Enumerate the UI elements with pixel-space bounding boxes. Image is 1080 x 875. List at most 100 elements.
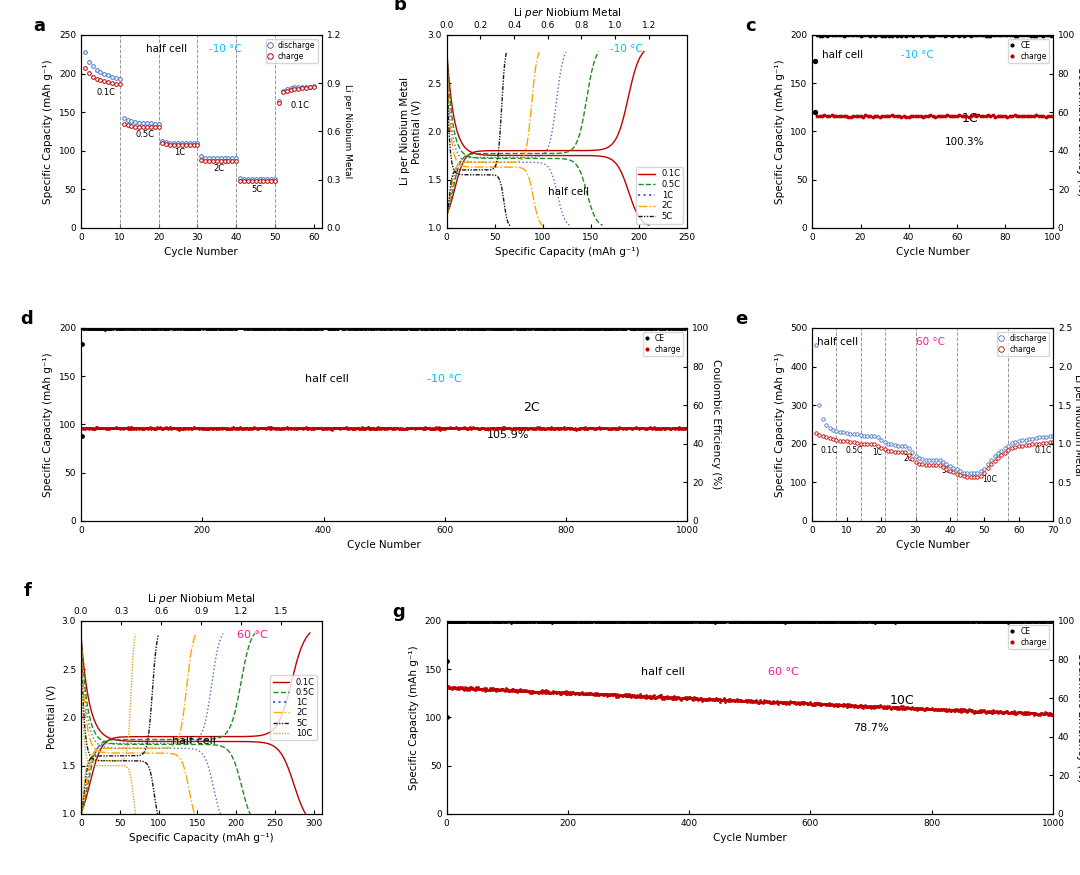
Point bbox=[170, 321, 187, 335]
Point bbox=[530, 322, 548, 336]
Point bbox=[908, 615, 926, 629]
Point bbox=[810, 615, 827, 629]
Point bbox=[267, 421, 284, 435]
Point bbox=[449, 421, 467, 435]
Point bbox=[163, 422, 180, 436]
Point bbox=[710, 692, 727, 706]
Point bbox=[887, 700, 904, 714]
Point bbox=[510, 322, 527, 336]
Point bbox=[222, 322, 240, 336]
Point bbox=[568, 321, 585, 335]
Point bbox=[672, 615, 689, 629]
Point bbox=[283, 421, 300, 435]
Point bbox=[737, 614, 754, 628]
Point bbox=[676, 322, 693, 336]
Point bbox=[516, 615, 534, 629]
Point bbox=[708, 692, 726, 706]
Point bbox=[592, 421, 609, 435]
Point bbox=[633, 615, 650, 629]
Point bbox=[786, 614, 804, 628]
Point bbox=[80, 421, 97, 435]
Point bbox=[957, 704, 974, 717]
Point bbox=[583, 614, 600, 628]
Point bbox=[185, 138, 202, 152]
Point bbox=[831, 697, 848, 711]
Point bbox=[821, 431, 838, 445]
Point bbox=[943, 615, 960, 629]
Point bbox=[694, 614, 712, 628]
Point bbox=[417, 322, 434, 336]
Point bbox=[917, 453, 934, 467]
Point bbox=[681, 691, 699, 705]
Point bbox=[76, 421, 93, 435]
Point bbox=[616, 615, 633, 629]
Point bbox=[163, 421, 180, 435]
Point bbox=[468, 615, 485, 629]
Point bbox=[348, 421, 365, 435]
Point bbox=[558, 421, 576, 435]
Point bbox=[939, 108, 956, 123]
Point bbox=[805, 614, 822, 628]
Point bbox=[219, 322, 237, 336]
Point bbox=[376, 422, 393, 436]
Point bbox=[447, 681, 464, 695]
Point bbox=[611, 688, 629, 702]
Point bbox=[901, 614, 918, 628]
Point bbox=[861, 699, 878, 713]
Point bbox=[435, 421, 453, 435]
Point bbox=[893, 615, 910, 629]
Point bbox=[648, 422, 665, 436]
Point bbox=[96, 74, 113, 88]
Point bbox=[976, 614, 994, 628]
Point bbox=[627, 321, 645, 335]
Point bbox=[910, 615, 928, 629]
Point bbox=[931, 614, 948, 628]
Point bbox=[121, 422, 138, 436]
Point bbox=[829, 698, 847, 712]
Point bbox=[249, 322, 267, 336]
Point bbox=[683, 614, 700, 628]
Point bbox=[521, 422, 538, 436]
Point bbox=[963, 614, 981, 628]
Point bbox=[582, 421, 599, 435]
Point bbox=[941, 28, 958, 42]
Point bbox=[306, 80, 323, 94]
Point bbox=[362, 423, 379, 437]
Point bbox=[713, 694, 730, 708]
Point bbox=[872, 28, 889, 42]
Point bbox=[470, 615, 487, 629]
Point bbox=[622, 421, 639, 435]
Point bbox=[994, 109, 1011, 123]
Point bbox=[854, 28, 872, 42]
Point bbox=[600, 615, 618, 629]
Point bbox=[421, 422, 438, 436]
Text: 5C: 5C bbox=[942, 466, 951, 474]
Point bbox=[947, 704, 964, 718]
Point bbox=[922, 702, 940, 716]
Point bbox=[727, 694, 744, 708]
Point bbox=[605, 689, 622, 703]
Point bbox=[975, 462, 993, 476]
Point bbox=[352, 322, 369, 336]
Point bbox=[551, 422, 568, 436]
Point bbox=[716, 614, 733, 628]
Point bbox=[794, 614, 811, 628]
Point bbox=[835, 109, 852, 123]
Point bbox=[608, 322, 625, 336]
Point bbox=[705, 615, 723, 629]
Point bbox=[1007, 706, 1024, 720]
Point bbox=[347, 321, 364, 335]
Point bbox=[980, 705, 997, 719]
Point bbox=[791, 696, 808, 710]
Point bbox=[509, 422, 526, 436]
Point bbox=[698, 614, 715, 628]
Point bbox=[571, 686, 589, 700]
Point bbox=[392, 422, 409, 436]
Point bbox=[780, 696, 797, 710]
Point bbox=[465, 322, 483, 336]
Point bbox=[881, 109, 899, 123]
Point bbox=[529, 615, 546, 629]
Point bbox=[766, 614, 783, 628]
Point bbox=[566, 686, 583, 700]
Legend: 0.1C, 0.5C, 1C, 2C, 5C, 10C: 0.1C, 0.5C, 1C, 2C, 5C, 10C bbox=[270, 676, 318, 740]
